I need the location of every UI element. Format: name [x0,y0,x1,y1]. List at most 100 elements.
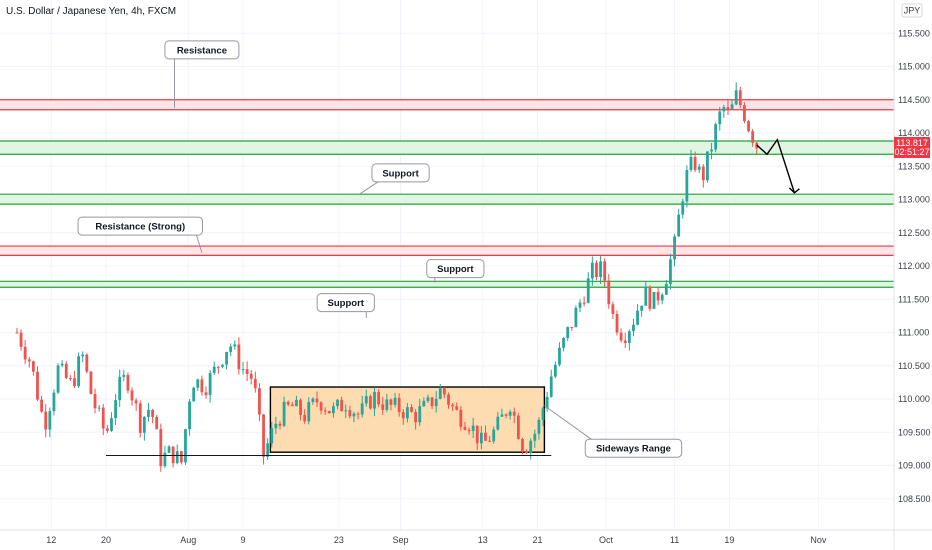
candle-body-down [327,410,331,414]
candle-body-down [463,426,467,430]
candle-body-down [159,429,163,467]
candle-body-down [615,313,619,333]
candle-body-up [114,400,117,419]
candle-body-up [529,440,533,454]
candle-body-down [525,451,528,454]
candle-body-up [81,354,85,357]
candle-body-down [85,354,89,372]
candle-body-up [270,428,274,444]
candle-body-down [249,373,253,379]
candle-body-down [151,409,154,417]
candle-body-up [208,372,212,396]
candle-body-up [426,397,430,401]
candle-body-up [352,413,356,417]
x-axis-tick-labels[interactable]: 12 20 Aug 9 23 Sep 13 21 Oct 11 19 Nov [46,535,827,545]
x-tick-label: Aug [180,535,196,545]
candle-body-up [590,262,594,279]
candle-body-down [389,399,393,405]
candle-body-down [27,359,31,362]
candle-body-up [110,418,113,431]
candle-body-up [229,346,233,352]
candle-body-down [237,344,241,370]
candle-body-down [648,286,652,309]
callout-label: Support [437,264,474,275]
candle-body-down [397,397,401,413]
currency-badge[interactable]: JPY [904,6,921,16]
callout-label: Resistance (Strong) [95,222,185,233]
candle-body-down [171,446,175,464]
candle-body-down [134,400,138,404]
candle-body-down [105,428,109,431]
candle-body-up [336,399,339,407]
candle-body-up [689,156,693,171]
candle-body-down [484,432,487,441]
candle-body-up [77,356,80,387]
y-tick-label: 113.500 [898,161,930,171]
y-tick-label: 115.500 [898,28,930,38]
candle-body-down [401,412,405,419]
candle-body-up [500,414,504,417]
candle-body-up [558,347,561,365]
candle-body-up [163,452,167,467]
callout-connector [359,181,379,195]
candle-body-up [188,401,191,430]
candle-body-down [64,363,68,379]
candle-body-up [553,364,557,377]
candle-body-up [295,399,298,407]
candle-body-down [15,332,19,334]
candle-body-down [68,378,72,380]
candle-body-up [681,201,685,215]
candle-body-down [751,131,755,143]
candle-body-down [504,414,508,416]
candle-body-down [369,396,372,409]
candle-body-down [253,378,257,389]
callout-label: Support [382,168,419,179]
candle-body-down [356,413,360,415]
candle-body-up [167,446,171,453]
callout-label: Sideways Range [596,444,671,455]
candle-body-up [52,392,56,412]
support-zone [0,194,894,205]
candle-body-up [434,398,438,407]
candle-body-up [632,324,635,332]
candle-body-down [89,371,93,395]
y-tick-label: 115.000 [898,62,930,72]
x-tick-label: 11 [670,535,679,545]
x-tick-label: Sep [393,535,409,545]
callout-label: Resistance [177,45,227,56]
candle-body-down [451,404,455,407]
candle-body-down [179,451,183,463]
candle-body-down [442,388,446,395]
candle-body-down [381,404,385,410]
candle-body-down [747,121,750,132]
candle-body-up [533,433,537,441]
current-price-value: 113.817 [896,138,928,148]
candle-body-up [685,170,689,202]
candle-body-down [377,391,381,405]
candle-body-up [147,409,150,417]
callout-box [77,216,203,236]
candle-body-down [323,410,327,412]
candle-body-up [438,388,442,399]
candle-body-down [93,394,97,409]
candle-body-down [738,90,742,106]
candle-body-down [348,410,352,417]
x-tick-label: 12 [46,535,56,545]
candle-body-down [138,403,142,433]
candle-body-down [23,346,27,360]
chart-title: U.S. Dollar / Japanese Yen, 4h, FXCM [6,6,176,17]
candle-body-up [364,396,368,404]
callout-box [584,438,683,458]
candle-body-up [537,419,541,434]
candle-body-up [307,401,311,422]
candle-body-up [640,305,644,311]
y-axis-tick-labels[interactable]: 108.500 109.000 109.500 110.000 110.500 111.0… [898,28,931,504]
callout-box [164,40,240,60]
candle-body-down [286,401,290,405]
support-zone [0,140,894,155]
x-tick-label: 20 [101,535,111,545]
currency-badge-box[interactable] [901,3,923,18]
candle-body-up [636,310,639,325]
candle-body-down [216,366,220,368]
